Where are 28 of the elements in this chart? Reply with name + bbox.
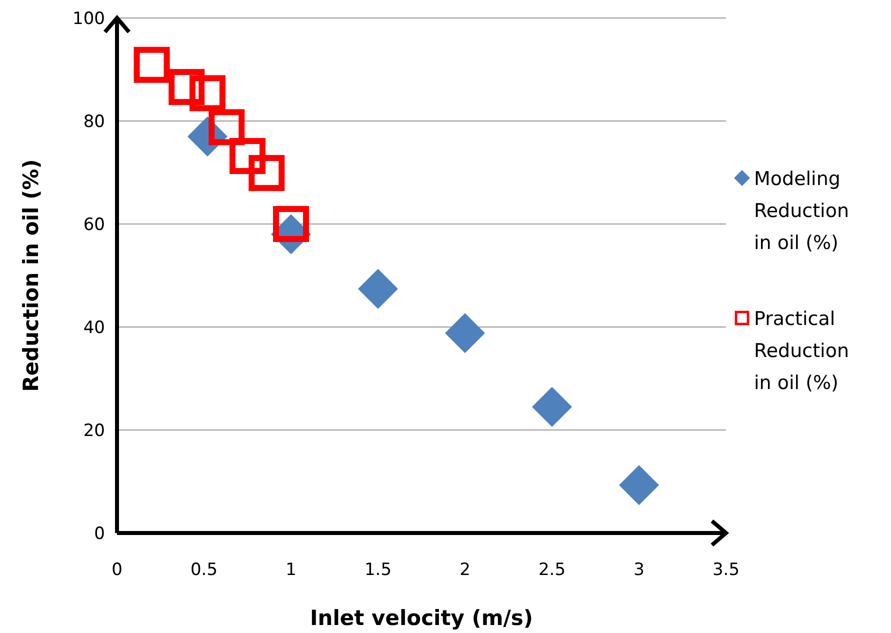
x-tick-label: 3.5 (712, 560, 740, 580)
point (230, 138, 266, 174)
y-tick-label: 20 (83, 421, 105, 441)
point (445, 313, 485, 354)
x-axis-title: Inlet velocity (m/s) (310, 606, 534, 630)
y-axis-title: Reduction in oil (%) (19, 159, 43, 392)
point (532, 386, 572, 427)
x-tick-label: 0 (112, 560, 122, 580)
x-tick-label: 2 (460, 560, 470, 580)
y-tick-label: 0 (94, 524, 105, 544)
point (248, 155, 285, 192)
point (358, 268, 398, 309)
point (189, 75, 226, 112)
x-tick-label: 1.5 (364, 560, 392, 580)
x-tick-label: 3 (634, 560, 644, 580)
x-tick-label: 1 (286, 560, 296, 580)
legend-label: Modeling Reduction in oil (%) (754, 168, 849, 254)
point (208, 109, 245, 146)
point (619, 465, 659, 506)
point (168, 69, 205, 106)
y-tick-label: 40 (83, 318, 105, 338)
y-tick-label: 60 (83, 215, 105, 235)
x-tick-label: 2.5 (538, 560, 566, 580)
y-tick-label: 80 (83, 112, 105, 132)
point (134, 46, 170, 83)
x-tick-label: 0.5 (190, 560, 218, 580)
y-tick-label: 100 (72, 9, 105, 29)
legend-label: Practical Reduction in oil (%) (754, 308, 849, 394)
